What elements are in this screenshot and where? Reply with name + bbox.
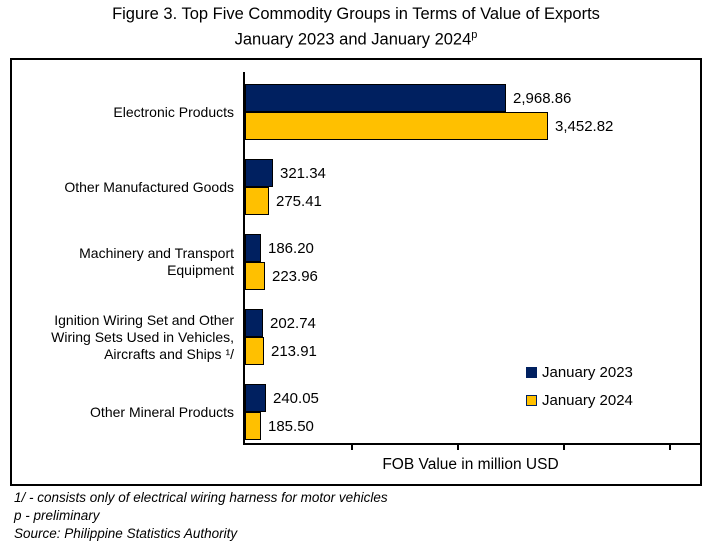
footnote-line: Source: Philippine Statistics Authority bbox=[14, 526, 238, 541]
chart-title: Figure 3. Top Five Commodity Groups in T… bbox=[0, 4, 712, 51]
legend-item: January 2023 bbox=[526, 361, 633, 383]
category-label: Ignition Wiring Set and Other Wiring Set… bbox=[51, 311, 234, 362]
bar-jan2023 bbox=[245, 384, 266, 412]
legend-label: January 2024 bbox=[542, 391, 633, 409]
bar-jan2024 bbox=[245, 412, 261, 440]
footnote-line: p - preliminary bbox=[14, 508, 100, 523]
x-axis-title: FOB Value in million USD bbox=[382, 456, 559, 473]
legend-swatch-jan2024 bbox=[526, 394, 537, 406]
tick-mark bbox=[457, 445, 459, 450]
category-label: Electronic Products bbox=[113, 103, 234, 120]
legend: January 2023 January 2024 bbox=[526, 361, 633, 417]
chart-title-line2-text: January 2023 and January 2024 bbox=[234, 30, 472, 49]
bar-jan2023 bbox=[245, 84, 506, 112]
legend-item: January 2024 bbox=[526, 389, 633, 411]
tick-mark bbox=[351, 445, 353, 450]
value-label: 223.96 bbox=[272, 267, 318, 285]
category-label: Other Mineral Products bbox=[90, 403, 234, 420]
bar-jan2023 bbox=[245, 309, 263, 337]
legend-label: January 2023 bbox=[542, 363, 633, 381]
value-label: 240.05 bbox=[273, 389, 319, 407]
category-label: Other Manufactured Goods bbox=[64, 178, 234, 195]
bar-jan2023 bbox=[245, 159, 273, 187]
footnote-line: 1/ - consists only of electrical wiring … bbox=[14, 490, 388, 505]
chart-area: Electronic Products 2,968.86 3,452.82 Other… bbox=[10, 58, 702, 486]
bar-jan2024 bbox=[245, 187, 269, 215]
value-label: 275.41 bbox=[276, 192, 322, 210]
value-label: 2,968.86 bbox=[513, 89, 572, 107]
chart-title-superscript: p bbox=[471, 29, 478, 41]
value-label: 213.91 bbox=[271, 342, 317, 360]
category-label: Machinery and Transport Equipment bbox=[79, 245, 234, 278]
bar-jan2024 bbox=[245, 337, 264, 365]
footnotes: 1/ - consists only of electrical wiring … bbox=[14, 489, 388, 543]
bar-jan2024 bbox=[245, 262, 265, 290]
value-label: 202.74 bbox=[270, 314, 316, 332]
bar-jan2023 bbox=[245, 234, 261, 262]
chart-title-line1: Figure 3. Top Five Commodity Groups in T… bbox=[112, 5, 600, 23]
chart-title-line2: January 2023 and January 2024p bbox=[0, 25, 712, 51]
tick-mark bbox=[669, 445, 671, 450]
tick-mark bbox=[563, 445, 565, 450]
value-label: 321.34 bbox=[280, 164, 326, 182]
bar-jan2024 bbox=[245, 112, 548, 140]
value-label: 3,452.82 bbox=[555, 117, 614, 135]
value-label: 186.20 bbox=[268, 239, 314, 257]
legend-swatch-jan2023 bbox=[526, 366, 537, 378]
value-label: 185.50 bbox=[268, 417, 314, 435]
x-axis-line bbox=[243, 443, 700, 445]
y-axis-line bbox=[243, 72, 245, 445]
